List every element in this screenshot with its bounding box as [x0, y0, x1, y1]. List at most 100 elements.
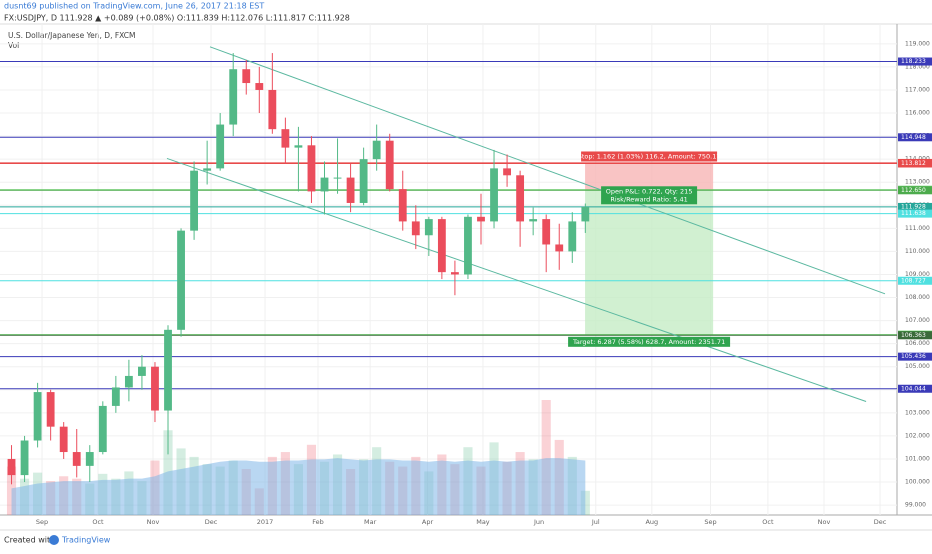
y-tick-label: 107.000 — [905, 317, 930, 324]
price-level-tag — [898, 133, 932, 142]
y-tick-label: 110.000 — [905, 248, 930, 255]
candle-body — [138, 366, 146, 376]
candle-body — [333, 177, 342, 179]
price-level-tag — [898, 209, 932, 218]
x-tick-label: Oct — [92, 518, 104, 526]
pnl-label-bg — [601, 186, 698, 205]
price-level-label: 113.812 — [901, 160, 926, 167]
target-zone — [585, 190, 714, 335]
candle-body — [46, 392, 55, 427]
price-level-tag — [898, 202, 932, 211]
price-level-label: 111.928 — [901, 203, 926, 210]
subtitle: Vol — [8, 41, 19, 50]
price-level-tag — [898, 331, 932, 340]
candle-body — [307, 145, 316, 192]
price-level-label: 118.233 — [901, 58, 926, 65]
candle-body — [372, 140, 381, 160]
target-label: Target: 6.287 (5.58%) 628.7, Amount: 235… — [572, 338, 725, 346]
y-tick-label: 109.000 — [905, 271, 930, 278]
x-tick-label: Feb — [312, 518, 324, 526]
candle-body — [203, 168, 212, 171]
candle-body — [255, 83, 264, 90]
price-level-label: 104.044 — [901, 385, 926, 392]
candle-body — [177, 230, 185, 330]
candle-body — [555, 244, 564, 252]
volume-bar — [541, 400, 551, 515]
candle-body — [411, 221, 420, 236]
candle-body — [268, 89, 277, 130]
price-level-label: 111.638 — [901, 210, 926, 217]
price-level-tag — [898, 186, 932, 195]
candle-body — [516, 175, 525, 222]
x-tick-label: 2017 — [257, 518, 274, 526]
candle-body — [359, 159, 368, 203]
x-tick-label: Aug — [645, 518, 658, 526]
candle-body — [385, 140, 394, 190]
candle-body — [7, 458, 16, 476]
candle-body — [98, 405, 107, 453]
candle-body — [437, 219, 446, 273]
y-tick-label: 118.000 — [905, 63, 930, 70]
price-level-label: 106.363 — [901, 332, 926, 339]
y-tick-label: 102.000 — [905, 432, 930, 439]
candle-body — [59, 426, 68, 453]
y-tick-label: 99.000 — [905, 502, 926, 509]
x-tick-label: Nov — [818, 518, 831, 526]
candle-body — [424, 219, 433, 236]
candle-body — [294, 145, 303, 148]
logo — [49, 535, 59, 545]
candle-body — [398, 189, 407, 222]
candle-body — [20, 440, 29, 476]
y-tick-label: 101.000 — [905, 455, 930, 462]
candle-body — [229, 69, 238, 125]
price-level-label: 105.436 — [901, 353, 926, 360]
price-level-tag — [898, 352, 932, 361]
y-tick-label: 111.000 — [905, 225, 930, 232]
x-tick-label: Jul — [591, 518, 600, 526]
x-tick-label: Oct — [762, 518, 774, 526]
price-level-tag — [898, 384, 932, 393]
candle-body — [190, 170, 199, 231]
y-tick-label: 103.000 — [905, 409, 930, 416]
candle-body — [320, 177, 329, 192]
price-level-tag — [898, 159, 932, 168]
candle-body — [464, 216, 472, 275]
candle-body — [490, 168, 498, 222]
price-level-label: 114.948 — [901, 134, 926, 141]
candle-body — [85, 452, 94, 466]
candle-body — [346, 177, 355, 203]
y-tick-label: 113.000 — [905, 179, 930, 186]
candle-body — [164, 329, 172, 411]
x-tick-label: Dec — [205, 518, 218, 526]
y-tick-label: 100.000 — [905, 479, 930, 486]
x-tick-label: Nov — [147, 518, 160, 526]
pnl-label: Open P&L: 0.722, Qty: 215 — [606, 187, 693, 195]
x-tick-label: Apr — [422, 518, 434, 526]
y-tick-label: 106.000 — [905, 340, 930, 347]
y-tick-label: 105.000 — [905, 363, 930, 370]
stop-label-bg — [581, 151, 718, 162]
y-tick-label: 119.000 — [905, 40, 930, 47]
trend-line — [166, 157, 867, 403]
candle-body — [72, 452, 81, 466]
stop-zone — [585, 163, 714, 191]
candle-body — [281, 129, 290, 148]
x-tick-label: May — [476, 518, 490, 526]
footer-text: Created with — [4, 536, 55, 545]
candle-body — [216, 124, 225, 169]
trend-line — [209, 46, 886, 295]
candle-body — [529, 219, 538, 222]
price-level-tag — [898, 276, 932, 285]
volume-ma — [11, 458, 586, 515]
y-tick-label: 117.000 — [905, 86, 930, 93]
stop-label: Stop: 1.162 (1.03%) 116.2, Amount: 750.1… — [578, 152, 721, 160]
target-label-bg — [568, 336, 731, 347]
candle-body — [33, 392, 42, 441]
candle-body — [542, 219, 551, 245]
published: dusnt69 published on TradingView.com, Ju… — [4, 2, 264, 11]
candle-body — [451, 272, 459, 275]
ratio-label: Risk/Reward Ratio: 5.41 — [610, 195, 687, 203]
y-tick-label: 108.000 — [905, 294, 930, 301]
